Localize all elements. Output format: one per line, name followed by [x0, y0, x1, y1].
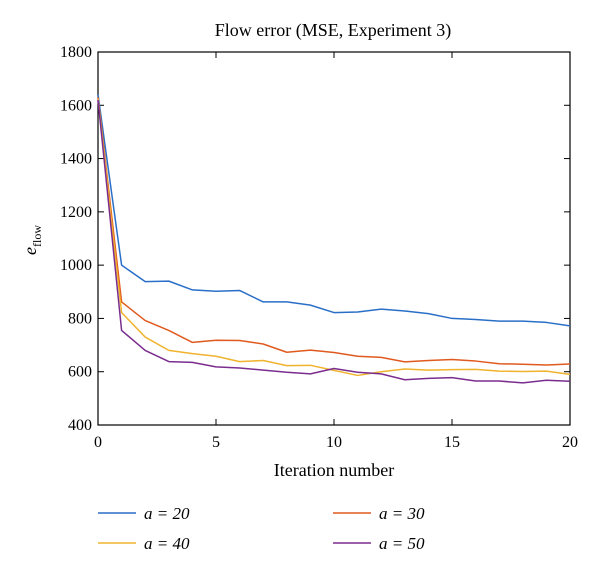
svg-text:eflow: eflow [20, 225, 44, 255]
series-line-2 [97, 97, 571, 366]
series-line-3 [97, 98, 571, 377]
legend-label: a = 30 [379, 504, 425, 523]
series-line-4 [97, 99, 571, 384]
y-tick-label: 600 [68, 364, 92, 381]
legend-label: a = 40 [144, 534, 190, 553]
series-line-1 [97, 94, 571, 327]
x-tick-label: 5 [212, 434, 220, 451]
x-axis: 0 5 10 15 20 [94, 52, 578, 451]
x-tick-label: 0 [94, 434, 102, 451]
series-lines [97, 94, 571, 384]
y-tick-label: 1800 [60, 44, 92, 61]
y-tick-label: 1200 [60, 204, 92, 221]
y-tick-label: 400 [68, 417, 92, 434]
legend: a = 20 a = 30 a = 40 a = 50 [98, 504, 425, 553]
y-tick-label: 1400 [60, 151, 92, 168]
legend-item: a = 50 [333, 534, 425, 553]
legend-item: a = 40 [98, 534, 190, 553]
y-axis-label-sub: flow [30, 225, 44, 247]
y-axis: 400 600 800 1000 1200 1400 1600 1800 [60, 44, 570, 434]
y-axis-label-main: e [20, 247, 40, 255]
y-tick-label: 1000 [60, 257, 92, 274]
x-axis-label: Iteration number [274, 460, 394, 480]
legend-item: a = 20 [98, 504, 190, 523]
legend-label: a = 20 [144, 504, 190, 523]
chart-title: Flow error (MSE, Experiment 3) [215, 20, 451, 41]
x-tick-label: 20 [562, 434, 578, 451]
x-tick-label: 15 [444, 434, 460, 451]
legend-label: a = 50 [379, 534, 425, 553]
legend-item: a = 30 [333, 504, 425, 523]
y-tick-label: 1600 [60, 97, 92, 114]
y-axis-label: eflow [20, 225, 44, 255]
y-tick-label: 800 [68, 310, 92, 327]
x-tick-label: 10 [326, 434, 342, 451]
